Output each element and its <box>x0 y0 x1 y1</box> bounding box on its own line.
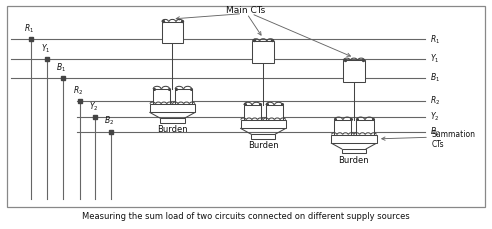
Bar <box>341 149 366 153</box>
Text: $B_2$: $B_2$ <box>430 125 440 138</box>
Bar <box>153 89 170 104</box>
Text: $Y_2$: $Y_2$ <box>430 111 439 123</box>
Bar <box>266 105 283 120</box>
Bar <box>332 134 376 143</box>
Text: $R_2$: $R_2$ <box>73 84 83 97</box>
Text: $Y_1$: $Y_1$ <box>430 52 439 65</box>
Text: $R_1$: $R_1$ <box>24 23 34 35</box>
Text: $Y_2$: $Y_2$ <box>89 100 98 113</box>
Text: $R_2$: $R_2$ <box>430 95 440 107</box>
Text: Summation
CTs: Summation CTs <box>431 130 475 149</box>
Text: Main CTs: Main CTs <box>226 6 266 15</box>
Text: $B_2$: $B_2$ <box>104 115 114 128</box>
Bar <box>6 6 485 207</box>
Bar <box>150 104 195 112</box>
Bar <box>252 41 274 63</box>
Bar <box>161 22 183 43</box>
Bar <box>251 134 276 139</box>
Bar <box>244 105 261 120</box>
Text: Measuring the sum load of two circuits connected on different supply sources: Measuring the sum load of two circuits c… <box>82 212 410 221</box>
Text: $B_1$: $B_1$ <box>57 61 66 74</box>
Text: Burden: Burden <box>338 156 369 165</box>
Bar <box>343 60 365 82</box>
Text: $R_1$: $R_1$ <box>430 33 440 46</box>
Bar <box>175 89 192 104</box>
Bar <box>241 120 286 128</box>
Bar <box>334 120 351 134</box>
Text: $B_1$: $B_1$ <box>430 72 440 84</box>
Text: Burden: Burden <box>248 141 278 150</box>
Bar <box>160 118 184 123</box>
Text: $Y_1$: $Y_1$ <box>40 42 50 55</box>
Text: Burden: Burden <box>157 125 188 134</box>
Bar <box>356 120 373 134</box>
